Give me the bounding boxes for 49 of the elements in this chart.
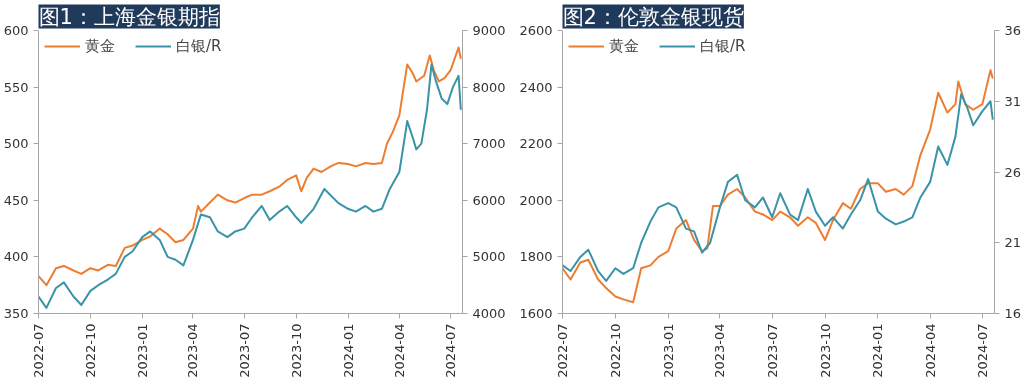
- y-tick-label: 500: [3, 136, 29, 152]
- x-tick-label: 2022-10: [607, 323, 623, 378]
- x-tick-label: 2024-07: [443, 323, 459, 378]
- x-tick-label: 2024-01: [340, 323, 356, 378]
- x-tick-label: 2022-07: [555, 323, 570, 378]
- x-tick-label: 2023-04: [712, 323, 728, 378]
- y-tick-label: 350: [3, 306, 29, 321]
- legend-label: 白银/R: [176, 36, 222, 56]
- chart-title: 图2：伦敦金银现货: [562, 4, 744, 29]
- y2-tick-label: 16: [1004, 306, 1022, 321]
- y2-tick-label: 5000: [472, 249, 506, 265]
- line-series: [562, 69, 994, 304]
- y-tick-label: 2200: [519, 136, 553, 152]
- y2-tick-label: 31: [1004, 93, 1022, 109]
- y-tick-label: 1800: [519, 249, 553, 265]
- chart-title: 图1：上海金银期指: [38, 4, 220, 29]
- y-tick-label: 550: [3, 79, 29, 95]
- x-tick-label: 2022-07: [31, 323, 46, 378]
- x-tick-label: 2024-01: [870, 323, 886, 378]
- y2-tick-label: 36: [1004, 23, 1022, 38]
- x-tick-label: 2024-04: [922, 323, 938, 378]
- x-tick-label: 2023-01: [660, 323, 676, 378]
- line-series: [562, 93, 994, 282]
- legend-label: 黄金: [609, 36, 639, 56]
- x-tick-label: 2024-04: [391, 323, 407, 378]
- x-tick-label: 2023-01: [134, 323, 150, 378]
- y-tick-label: 600: [3, 23, 29, 38]
- x-tick-label: 2024-07: [974, 323, 990, 378]
- y-tick-label: 400: [3, 249, 29, 265]
- y2-tick-label: 7000: [472, 136, 506, 152]
- y2-tick-label: 26: [1004, 164, 1022, 180]
- y-tick-label: 2000: [519, 192, 553, 208]
- legend-label: 黄金: [85, 36, 115, 56]
- y2-tick-label: 6000: [472, 192, 506, 208]
- y-tick-label: 2400: [519, 79, 553, 95]
- y-tick-label: 450: [3, 192, 29, 208]
- y2-tick-label: 4000: [472, 306, 506, 321]
- x-tick-label: 2023-10: [817, 323, 833, 378]
- x-tick-label: 2023-07: [764, 323, 780, 378]
- y-tick-label: 1600: [519, 306, 553, 321]
- y-tick-label: 2600: [519, 23, 553, 38]
- y2-tick-label: 9000: [472, 23, 506, 38]
- x-tick-label: 2022-10: [82, 323, 98, 378]
- legend-label: 白银/R: [700, 36, 746, 56]
- y2-tick-label: 8000: [472, 79, 506, 95]
- x-tick-label: 2023-07: [236, 323, 252, 378]
- x-tick-label: 2023-10: [288, 323, 304, 378]
- y2-tick-label: 21: [1004, 235, 1022, 251]
- x-tick-label: 2023-04: [185, 323, 201, 378]
